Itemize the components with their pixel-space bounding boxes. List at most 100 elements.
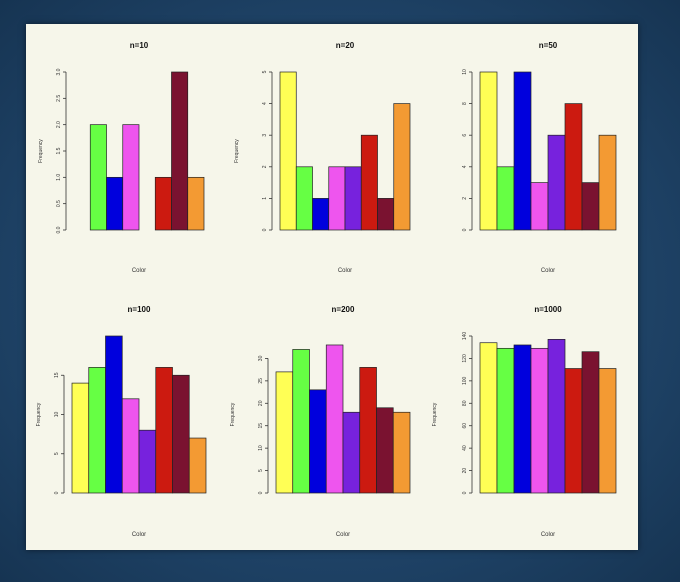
y-tick-label: 3.0: [56, 68, 62, 75]
bar-orange: [598, 134, 617, 231]
y-tick-label: 60: [462, 423, 468, 429]
y-tick-label: 0.0: [56, 226, 62, 233]
x-axis-label: Color: [541, 268, 555, 274]
y-tick-label: 40: [462, 445, 468, 451]
bar-blue: [309, 389, 327, 494]
histogram-panel-3: n=50 0 2 4 6 8 10 Color: [462, 41, 617, 274]
bar-red: [564, 368, 583, 494]
bar-magenta: [530, 182, 549, 231]
x-axis-label: Color: [541, 532, 555, 538]
histogram-panel-5: n=200 0 5 10 15 20 25 30 Frequency Color: [230, 305, 411, 538]
y-tick-label: 1.5: [56, 147, 62, 154]
bar-maroon: [581, 182, 600, 231]
y-tick-label: 0.5: [56, 200, 62, 207]
y-tick-label: 4: [262, 102, 268, 105]
panel-title: n=200: [332, 305, 355, 314]
histogram-panel-2: n=20 0 1 2 3 4 5 Frequency Color: [234, 41, 411, 274]
bar-red: [360, 134, 378, 231]
y-tick-label: 140: [462, 332, 468, 341]
bar-green: [89, 124, 107, 231]
y-tick-label: 5: [258, 469, 264, 472]
y-tick-label: 0: [54, 491, 60, 494]
y-tick-label: 0: [462, 228, 468, 231]
x-axis-label: Color: [132, 268, 146, 274]
bar-orange: [187, 176, 205, 231]
bar-blue: [105, 335, 123, 494]
bar-red: [155, 367, 173, 494]
bar-magenta: [122, 124, 140, 231]
bar-purple: [344, 166, 362, 231]
panel-title: n=50: [539, 41, 558, 50]
y-tick-label: 8: [462, 102, 468, 105]
bar-maroon: [377, 198, 395, 231]
y-tick-label: 15: [258, 423, 264, 429]
bar-red: [564, 103, 583, 231]
slide: n=10 0.0 0.5 1.0 1.5 2.0 2.5 3.0 Frequency Color n…: [26, 24, 638, 550]
y-axis-label: Frequency: [36, 402, 42, 426]
y-tick-label: 25: [258, 378, 264, 384]
y-axis-label: Frequency: [230, 402, 236, 426]
bar-magenta: [121, 398, 140, 494]
bar-green: [496, 347, 515, 494]
y-tick-label: 2: [262, 165, 268, 168]
bar-maroon: [581, 351, 600, 494]
y-tick-label: 100: [462, 376, 468, 385]
y-tick-label: 20: [462, 468, 468, 474]
y-tick-label: 15: [54, 372, 60, 378]
histogram-panel-4: n=100 0 5 10 15 Frequency Color: [36, 305, 207, 538]
panel-title: n=100: [128, 305, 151, 314]
bar-blue: [513, 344, 532, 494]
y-tick-label: 10: [54, 412, 60, 418]
bar-orange: [188, 437, 207, 494]
bar-green: [292, 349, 310, 494]
y-tick-label: 10: [258, 445, 264, 451]
bar-purple: [342, 411, 361, 494]
bar-red: [359, 367, 377, 494]
bar-orange: [393, 103, 411, 231]
bar-yellow: [71, 382, 90, 494]
histogram-grid: n=100.00.51.01.52.02.53.0FrequencyColorn…: [36, 41, 617, 538]
x-axis-label: Color: [132, 532, 146, 538]
y-axis-label: Frequency: [38, 139, 44, 163]
x-axis-label: Color: [338, 268, 352, 274]
y-tick-label: 2.0: [56, 121, 62, 128]
y-tick-label: 2.5: [56, 95, 62, 102]
y-tick-label: 5: [262, 70, 268, 73]
y-tick-label: 2: [462, 197, 468, 200]
bar-purple: [138, 429, 157, 494]
bar-purple: [547, 339, 566, 494]
bar-green: [295, 166, 313, 231]
bar-blue: [106, 176, 124, 231]
y-tick-label: 10: [462, 69, 468, 75]
bar-green: [496, 166, 515, 231]
bar-magenta: [328, 166, 346, 231]
y-tick-label: 20: [258, 400, 264, 406]
bar-green: [88, 367, 106, 494]
bar-maroon: [171, 71, 189, 231]
y-tick-label: 3: [262, 134, 268, 137]
bar-maroon: [172, 374, 190, 494]
bar-maroon: [376, 407, 394, 494]
bar-yellow: [479, 71, 498, 231]
histogram-panel-6: n=1000 0 20 40 60 80 100 120 140 Frequency Color: [432, 305, 617, 538]
y-axis-label: Frequency: [432, 402, 438, 426]
y-tick-label: 1: [262, 197, 268, 200]
panel-title: n=20: [336, 41, 355, 50]
y-tick-label: 0: [262, 228, 268, 231]
y-tick-label: 120: [462, 354, 468, 363]
y-tick-label: 0: [462, 491, 468, 494]
bar-blue: [312, 198, 330, 231]
y-tick-label: 1.0: [56, 174, 62, 181]
bar-yellow: [275, 371, 294, 494]
bar-magenta: [325, 344, 344, 494]
bar-red: [154, 176, 172, 231]
y-tick-label: 6: [462, 134, 468, 137]
y-tick-label: 0: [258, 491, 264, 494]
bar-magenta: [530, 347, 549, 494]
bar-blue: [513, 71, 532, 231]
x-axis-label: Color: [336, 532, 350, 538]
histogram-panel-1: n=10 0.0 0.5 1.0 1.5 2.0 2.5 3.0 Frequency Color: [38, 41, 205, 274]
bar-yellow: [279, 71, 297, 231]
bar-yellow: [479, 342, 498, 494]
